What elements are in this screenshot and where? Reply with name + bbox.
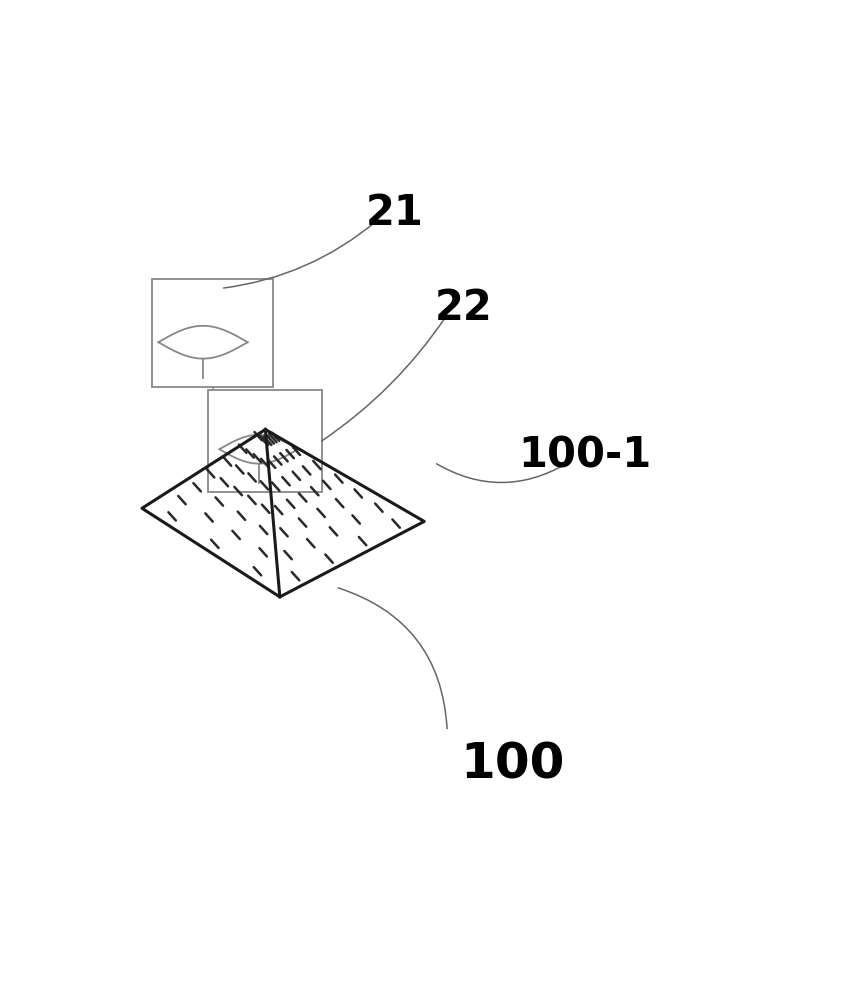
Bar xyxy=(208,390,323,492)
Text: 100-1: 100-1 xyxy=(518,435,651,477)
Bar xyxy=(152,279,274,387)
Text: 21: 21 xyxy=(366,192,424,234)
Text: 100: 100 xyxy=(461,740,565,788)
Text: 22: 22 xyxy=(435,287,492,329)
